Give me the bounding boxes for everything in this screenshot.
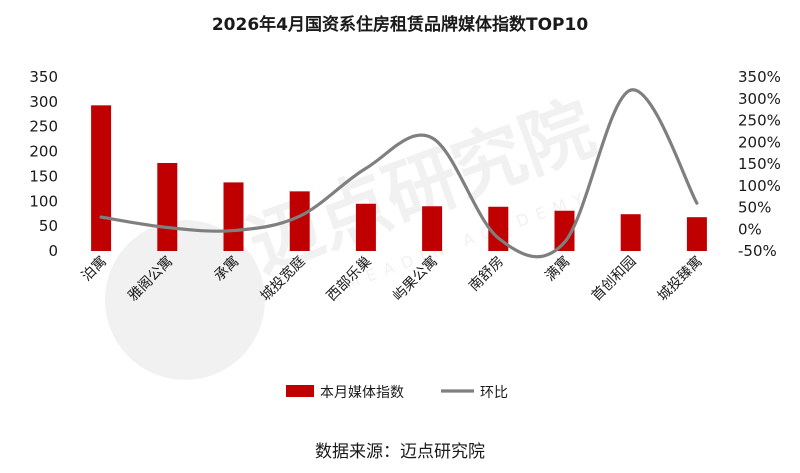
bar [223, 182, 244, 251]
bar [686, 217, 707, 251]
y-right-tick-label: 250% [738, 112, 781, 130]
bar [355, 203, 376, 251]
source-note: 数据来源：迈点研究院 [315, 442, 485, 462]
y-right-tick-label: 350% [738, 68, 781, 86]
bar [91, 105, 112, 251]
y-axis-left: 0 50 100 150 200 250 300 350 [29, 68, 58, 260]
watermark: 迈点研究院 MEADIN ACADEMY [105, 85, 605, 380]
line-series [99, 88, 699, 259]
y-axis-right: -50% 0% 50% 100% 150% 200% 250% 300% 350% [738, 68, 781, 260]
y-right-tick-label: 200% [738, 133, 781, 151]
y-right-tick-label: 100% [738, 177, 781, 195]
y-left-tick-label: 200 [29, 143, 58, 161]
y-left-tick-label: 300 [29, 93, 58, 111]
y-right-tick-label: 150% [738, 155, 781, 173]
x-tick-label: 城投臻寓 [654, 253, 706, 305]
y-left-tick-label: 350 [29, 68, 58, 86]
y-right-tick-label: 50% [738, 199, 771, 217]
y-left-tick-label: 0 [48, 242, 58, 260]
legend-label: 本月媒体指数 [320, 385, 404, 401]
bar [157, 163, 178, 251]
bar [554, 210, 575, 251]
legend-label: 环比 [480, 385, 508, 401]
y-right-tick-label: 300% [738, 90, 781, 108]
y-left-tick-label: 100 [29, 192, 58, 210]
y-right-tick-label: -50% [738, 242, 777, 260]
x-tick-label: 首创和园 [589, 254, 640, 305]
x-tick-label: 泊寓 [78, 253, 110, 285]
bar [620, 214, 641, 251]
y-left-tick-label: 250 [29, 118, 58, 136]
y-left-tick-label: 50 [39, 217, 58, 235]
x-tick-label: 满寓 [542, 253, 574, 285]
y-left-tick-label: 150 [29, 167, 58, 185]
bar [422, 206, 443, 251]
bar [289, 191, 310, 251]
y-right-tick-label: 0% [738, 220, 762, 238]
x-tick-label: 南舒房 [466, 254, 507, 295]
watermark-logo [105, 220, 265, 380]
chart-title: 2026年4月国资系住房租赁品牌媒体指数TOP10 [211, 15, 589, 35]
legend-bar-swatch [286, 385, 314, 397]
legend: 本月媒体指数 环比 [286, 385, 508, 401]
